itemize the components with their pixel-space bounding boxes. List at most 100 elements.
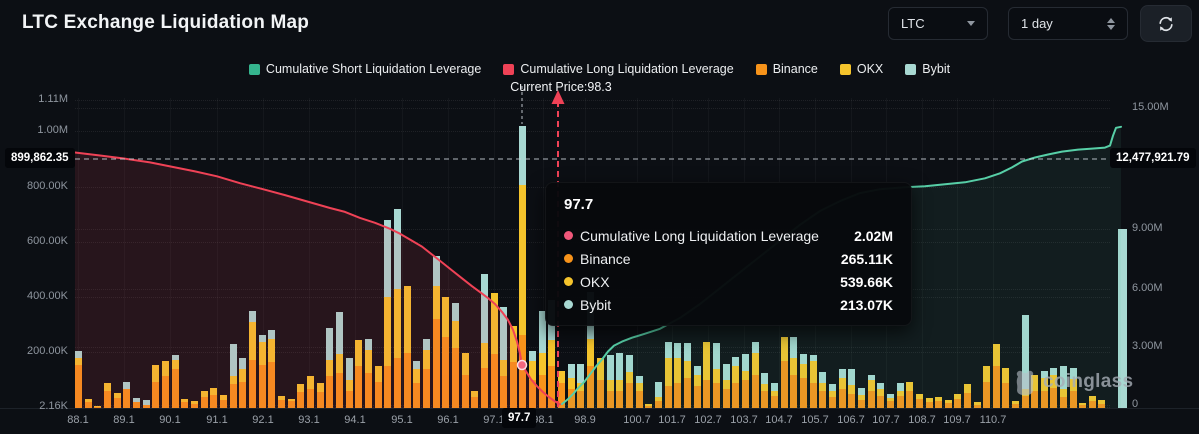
liquidation-bar[interactable] bbox=[751, 341, 759, 408]
liquidation-bar[interactable] bbox=[915, 393, 923, 408]
liquidation-bar[interactable] bbox=[238, 357, 246, 408]
liquidation-bar[interactable] bbox=[132, 398, 140, 408]
liquidation-bar[interactable] bbox=[432, 255, 440, 408]
liquidation-bar[interactable] bbox=[992, 343, 1000, 408]
refresh-button[interactable] bbox=[1140, 5, 1192, 42]
liquidation-bar[interactable] bbox=[180, 399, 188, 408]
liquidation-bar[interactable] bbox=[296, 383, 304, 408]
liquidation-bar[interactable] bbox=[287, 398, 295, 408]
liquidation-bar[interactable] bbox=[576, 363, 584, 408]
liquidation-bar[interactable] bbox=[1011, 400, 1019, 408]
liquidation-bar[interactable] bbox=[393, 208, 401, 408]
liquidation-bar[interactable] bbox=[403, 286, 411, 408]
liquidation-bar[interactable] bbox=[258, 335, 266, 408]
legend-item-cumulative-long-liquidation-leverage[interactable]: Cumulative Long Liquidation Leverage bbox=[503, 62, 734, 76]
liquidation-bar[interactable] bbox=[74, 351, 82, 408]
liquidation-bar[interactable] bbox=[383, 219, 391, 408]
liquidation-bar[interactable] bbox=[161, 360, 169, 408]
legend-item-okx[interactable]: OKX bbox=[839, 62, 883, 76]
liquidation-bar[interactable] bbox=[316, 383, 324, 408]
liquidation-bar[interactable] bbox=[654, 381, 662, 408]
liquidation-bar[interactable] bbox=[760, 372, 768, 408]
liquidation-bar[interactable] bbox=[470, 390, 478, 408]
legend-item-bybit[interactable]: Bybit bbox=[905, 62, 950, 76]
liquidation-bar[interactable] bbox=[122, 382, 130, 408]
liquidation-bar[interactable] bbox=[480, 273, 488, 408]
liquidation-bar[interactable] bbox=[1001, 368, 1009, 408]
liquidation-bar[interactable] bbox=[557, 370, 565, 408]
liquidation-bar[interactable] bbox=[615, 352, 623, 408]
liquidation-bar[interactable] bbox=[364, 338, 372, 408]
liquidation-bar[interactable] bbox=[1117, 229, 1127, 408]
liquidation-bar[interactable] bbox=[722, 363, 730, 408]
liquidation-bar[interactable] bbox=[345, 358, 353, 408]
liquidation-bar[interactable] bbox=[847, 369, 855, 408]
liquidation-bar[interactable] bbox=[664, 341, 672, 408]
liquidation-bar[interactable] bbox=[963, 383, 971, 408]
liquidation-bar[interactable] bbox=[509, 326, 517, 408]
liquidation-bar[interactable] bbox=[267, 329, 275, 408]
liquidation-bar[interactable] bbox=[982, 365, 990, 408]
liquidation-bar[interactable] bbox=[219, 395, 227, 408]
liquidation-bar[interactable] bbox=[673, 342, 681, 408]
liquidation-bar[interactable] bbox=[886, 393, 894, 408]
liquidation-bar[interactable] bbox=[712, 342, 720, 408]
period-select[interactable]: 1 day bbox=[1008, 7, 1128, 40]
liquidation-bar[interactable] bbox=[277, 396, 285, 408]
liquidation-bar[interactable] bbox=[780, 337, 788, 408]
liquidation-bar[interactable] bbox=[1097, 400, 1105, 408]
liquidation-bar[interactable] bbox=[422, 338, 430, 408]
liquidation-bar[interactable] bbox=[142, 400, 150, 408]
liquidation-bar[interactable] bbox=[876, 383, 884, 408]
liquidation-bar[interactable] bbox=[818, 371, 826, 408]
liquidation-bar[interactable] bbox=[896, 383, 904, 408]
liquidation-bar[interactable] bbox=[944, 400, 952, 408]
liquidation-bar[interactable] bbox=[731, 356, 739, 408]
liquidation-bar[interactable] bbox=[229, 344, 237, 408]
liquidation-bar[interactable] bbox=[93, 405, 101, 408]
liquidation-bar[interactable] bbox=[741, 353, 749, 408]
liquidation-bar[interactable] bbox=[606, 355, 614, 408]
liquidation-bar[interactable] bbox=[635, 376, 643, 408]
liquidation-bar[interactable] bbox=[325, 327, 333, 408]
liquidation-bar[interactable] bbox=[151, 365, 159, 408]
liquidation-bar[interactable] bbox=[306, 376, 314, 408]
liquidation-bar[interactable] bbox=[209, 387, 217, 408]
liquidation-bar[interactable] bbox=[770, 382, 778, 408]
liquidation-bar[interactable] bbox=[596, 358, 604, 408]
liquidation-bar[interactable] bbox=[934, 397, 942, 408]
liquidation-bar[interactable] bbox=[625, 355, 633, 408]
liquidation-bar[interactable] bbox=[905, 381, 913, 408]
liquidation-bar[interactable] bbox=[335, 312, 343, 408]
liquidation-bar[interactable] bbox=[528, 351, 536, 408]
liquidation-bar[interactable] bbox=[857, 388, 865, 408]
liquidation-bar[interactable] bbox=[451, 302, 459, 408]
liquidation-bar[interactable] bbox=[644, 404, 652, 408]
liquidation-bar[interactable] bbox=[867, 374, 875, 408]
liquidation-bar[interactable] bbox=[441, 297, 449, 408]
liquidation-bar[interactable] bbox=[789, 337, 797, 408]
liquidation-bar[interactable] bbox=[809, 355, 817, 408]
liquidation-bar[interactable] bbox=[518, 126, 526, 408]
liquidation-bar[interactable] bbox=[490, 293, 498, 408]
liquidation-bar[interactable] bbox=[374, 366, 382, 408]
liquidation-bar[interactable] bbox=[248, 311, 256, 408]
liquidation-bar[interactable] bbox=[925, 398, 933, 408]
liquidation-bar[interactable] bbox=[113, 393, 121, 408]
liquidation-bar[interactable] bbox=[103, 382, 111, 408]
liquidation-bar[interactable] bbox=[412, 360, 420, 408]
liquidation-bar[interactable] bbox=[838, 369, 846, 408]
liquidation-bar[interactable] bbox=[200, 390, 208, 408]
symbol-select[interactable]: LTC bbox=[888, 7, 988, 40]
liquidation-bar[interactable] bbox=[702, 341, 710, 408]
liquidation-bar[interactable] bbox=[190, 401, 198, 408]
liquidation-bar[interactable] bbox=[171, 354, 179, 408]
liquidation-bar[interactable] bbox=[1088, 395, 1096, 408]
liquidation-bar[interactable] bbox=[499, 306, 507, 408]
liquidation-bar[interactable] bbox=[828, 384, 836, 408]
legend-item-binance[interactable]: Binance bbox=[755, 62, 818, 76]
liquidation-bar[interactable] bbox=[538, 311, 546, 408]
liquidation-bar[interactable] bbox=[354, 340, 362, 408]
liquidation-bar[interactable] bbox=[953, 393, 961, 408]
liquidation-bar[interactable] bbox=[683, 342, 691, 408]
